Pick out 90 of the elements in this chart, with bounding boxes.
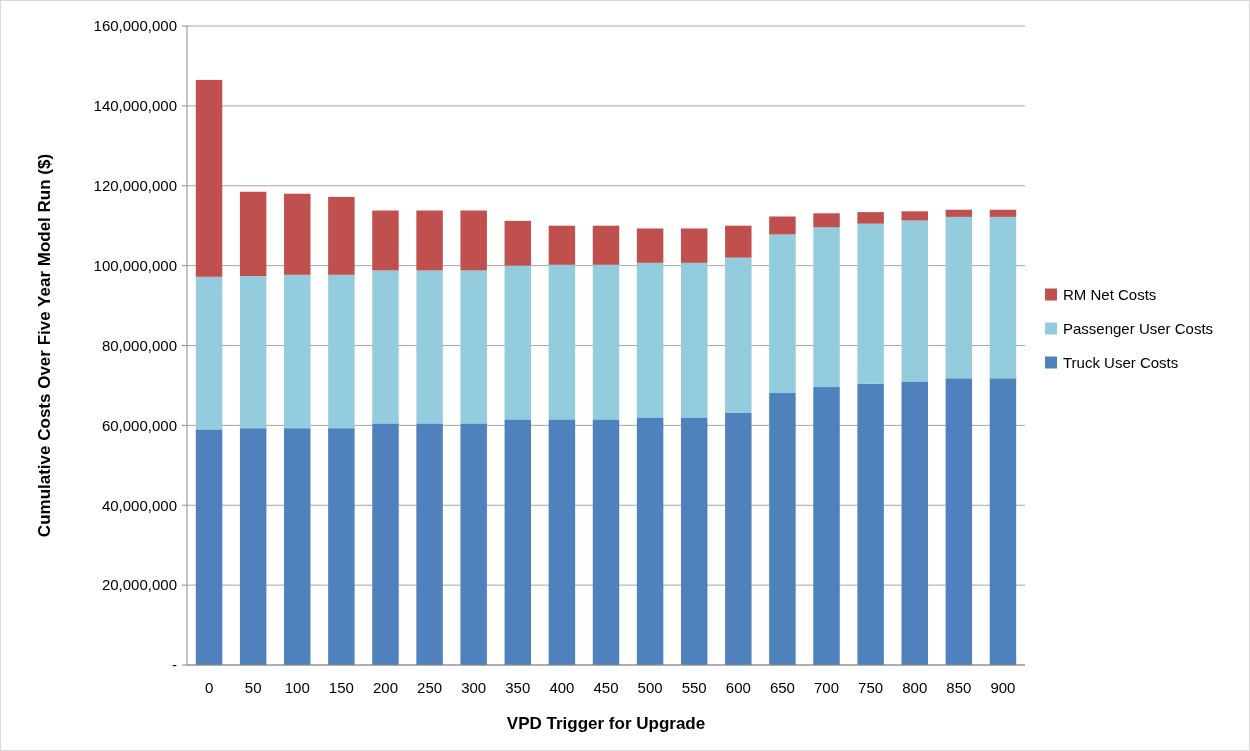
- bar: [416, 270, 443, 424]
- bar: [945, 209, 973, 217]
- bar: [989, 209, 1017, 217]
- bar: [592, 264, 620, 420]
- bar: [813, 227, 840, 388]
- bar: [725, 412, 752, 665]
- x-tick-label: 550: [681, 679, 707, 696]
- bar: [460, 423, 487, 665]
- x-tick-label: 250: [417, 679, 443, 696]
- bar: [284, 193, 311, 275]
- x-tick-label: 600: [725, 679, 751, 696]
- x-tick-label: 900: [990, 679, 1016, 696]
- bar: [372, 270, 399, 424]
- legend-label: RM Net Costs: [1063, 285, 1157, 303]
- bar: [372, 210, 399, 271]
- bar: [989, 216, 1017, 379]
- y-tick-label: 120,000,000: [93, 177, 177, 194]
- x-tick-label: 100: [284, 679, 310, 696]
- bar: [680, 262, 708, 418]
- bar: [328, 274, 355, 429]
- x-tick-label: 650: [769, 679, 795, 696]
- x-axis-title: VPD Trigger for Upgrade: [506, 714, 706, 733]
- bar: [989, 378, 1017, 665]
- bar: [725, 257, 752, 413]
- bar: [725, 225, 752, 258]
- x-tick-label: 300: [461, 679, 487, 696]
- bar: [239, 276, 267, 429]
- bar: [284, 274, 311, 429]
- legend-label: Truck User Costs: [1063, 353, 1179, 371]
- x-tick-label: 400: [549, 679, 575, 696]
- y-tick-label: 100,000,000: [93, 256, 177, 274]
- x-tick-label: 200: [372, 679, 398, 696]
- y-axis-title: Cumulative Costs Over Five Year Model Run ($): [35, 153, 54, 538]
- x-tick-label: 150: [328, 679, 354, 696]
- bar: [769, 216, 796, 235]
- y-tick-label: -: [172, 656, 177, 674]
- bar: [945, 216, 973, 379]
- y-tick-label: 140,000,000: [93, 97, 177, 115]
- bar: [284, 428, 311, 665]
- bar: [460, 270, 487, 424]
- bar: [813, 387, 840, 665]
- bar: [416, 423, 443, 665]
- x-tick-label: 50: [244, 679, 262, 696]
- bar: [901, 211, 928, 221]
- bar: [592, 419, 620, 665]
- x-tick-label: 0: [204, 679, 214, 696]
- bar: [769, 393, 796, 665]
- x-tick-label: 800: [902, 679, 928, 696]
- bar: [636, 228, 664, 263]
- x-tick-label: 350: [505, 679, 531, 696]
- bar: [857, 383, 884, 665]
- bar: [680, 228, 708, 263]
- bar: [592, 225, 620, 265]
- y-tick-label: 80,000,000: [101, 336, 177, 354]
- bar: [901, 220, 928, 382]
- bar: [680, 417, 708, 665]
- bar: [548, 225, 576, 265]
- bar: [769, 234, 796, 394]
- x-tick-label: 500: [637, 679, 663, 696]
- x-tick-label: 850: [946, 679, 972, 696]
- x-tick-label: 450: [593, 679, 619, 696]
- bar: [813, 213, 840, 228]
- bar: [195, 429, 223, 665]
- bar: [901, 381, 928, 665]
- bar: [239, 428, 267, 665]
- bar: [195, 276, 223, 430]
- bar: [328, 196, 355, 275]
- bar: [857, 223, 884, 384]
- legend-label: Passenger User Costs: [1063, 319, 1214, 337]
- x-tick-label: 750: [858, 679, 884, 696]
- bar: [416, 210, 443, 271]
- y-tick-label: 60,000,000: [101, 416, 177, 434]
- y-tick-label: 40,000,000: [101, 496, 177, 514]
- y-tick-label: 20,000,000: [101, 576, 177, 594]
- bar: [328, 428, 355, 665]
- bar: [636, 417, 664, 665]
- bar: [504, 265, 532, 420]
- bar: [460, 210, 487, 271]
- bar: [195, 79, 223, 277]
- bar: [636, 262, 664, 418]
- bar: [945, 378, 973, 665]
- bar: [504, 419, 532, 665]
- bar: [548, 264, 576, 420]
- x-tick-label: 700: [814, 679, 840, 696]
- bar: [504, 220, 532, 266]
- y-tick-label: 160,000,000: [93, 17, 177, 35]
- bar: [548, 419, 576, 665]
- bar: [239, 191, 267, 277]
- bar: [857, 212, 884, 224]
- bar: [372, 423, 399, 665]
